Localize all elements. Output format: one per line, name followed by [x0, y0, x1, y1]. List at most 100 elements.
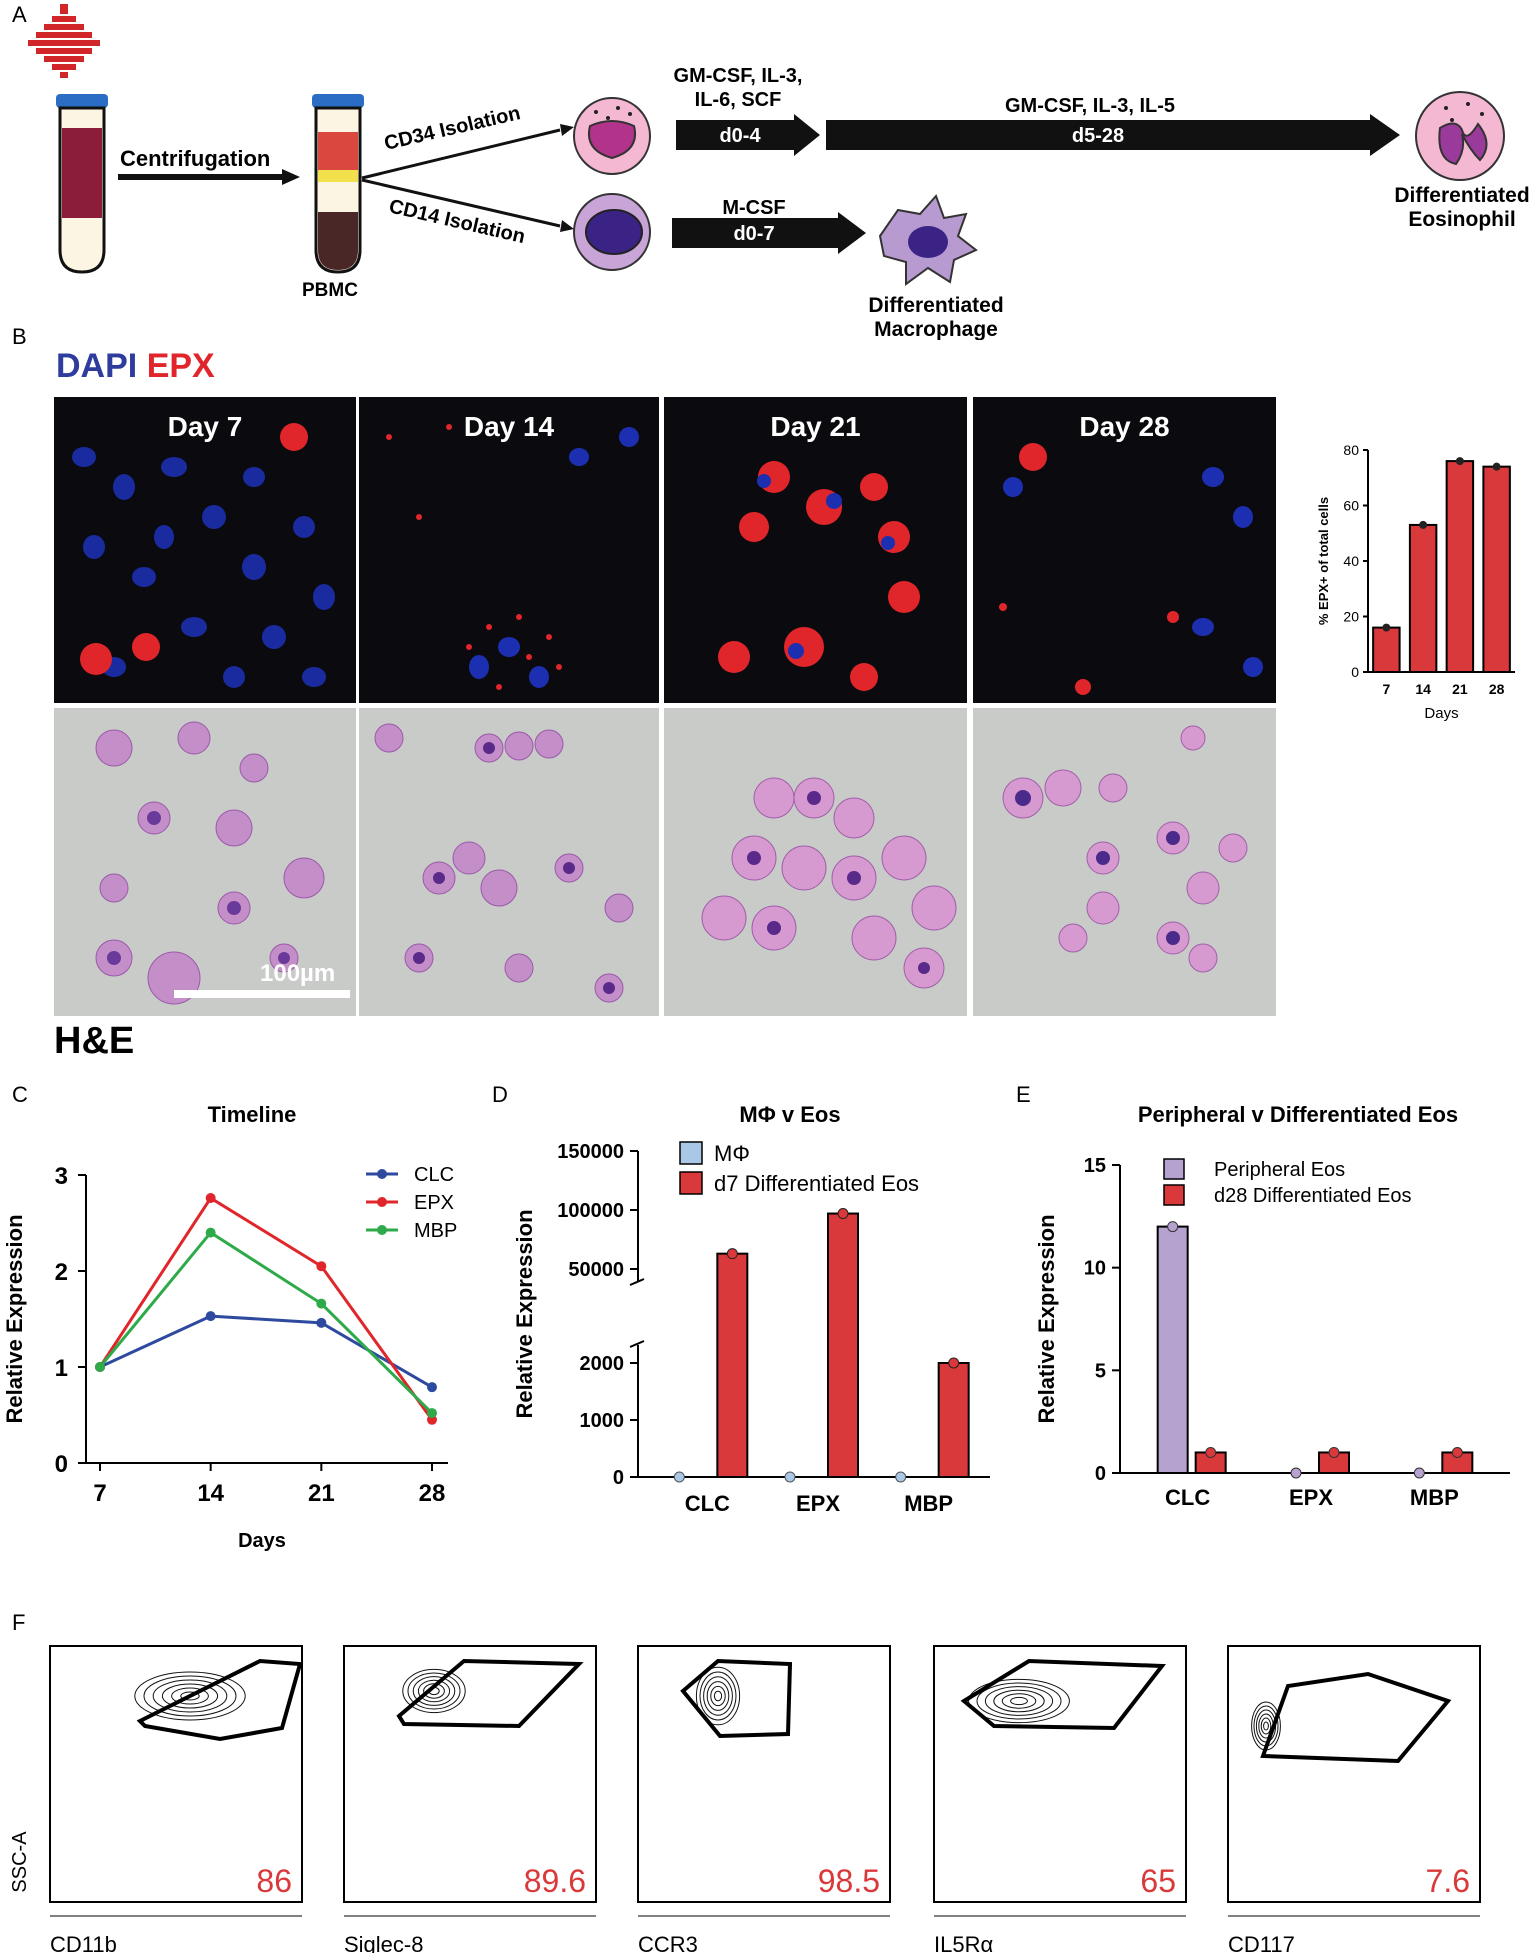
macrophage-point — [673, 1471, 685, 1483]
panel-label-a: A — [12, 2, 27, 27]
flow-plot-frame — [343, 1645, 597, 1903]
y-axis-label: % EPX+ of total cells — [1316, 497, 1331, 625]
epx-label: EPX — [146, 347, 215, 385]
data-point — [1167, 1221, 1179, 1233]
eos-cytokines-1b: IL-6, SCF — [695, 89, 782, 111]
day-label: Day 21 — [770, 411, 861, 442]
contour-line — [407, 1672, 461, 1710]
axis-break-mark — [629, 1278, 645, 1286]
y-tick-label: 15 — [1084, 1155, 1106, 1177]
y-tick-label: 150000 — [557, 1141, 624, 1163]
data-point — [1419, 520, 1428, 529]
x-axis-label: Days — [238, 1530, 286, 1552]
eos-days-2: d5-28 — [1072, 125, 1124, 147]
x-tick-label: EPX — [1289, 1485, 1333, 1510]
series-line — [98, 1230, 434, 1415]
x-tick-label: 28 — [419, 1480, 446, 1507]
y-tick-label: 1000 — [580, 1410, 625, 1432]
stain-legend: DAPI EPX — [56, 347, 215, 386]
y-tick-label: 1 — [55, 1355, 68, 1382]
contour-line — [1263, 1721, 1269, 1731]
gate-percent: 65 — [1140, 1863, 1176, 1899]
x-tick-label: 7 — [93, 1480, 106, 1507]
y-axis-label: Relative Expression — [512, 1209, 537, 1418]
chart-title: Timeline — [208, 1102, 297, 1127]
y-tick-label: 60 — [1343, 498, 1359, 514]
day-label: Day 14 — [463, 411, 555, 442]
scale-bar — [174, 990, 350, 998]
contour-line — [695, 1666, 741, 1726]
y-tick-label: 10 — [1084, 1258, 1106, 1280]
bar — [1372, 626, 1401, 674]
x-axis-label: Days — [1424, 705, 1458, 722]
contour-line — [984, 1686, 1054, 1716]
contour-line — [710, 1685, 726, 1707]
panel-label-f: F — [12, 1610, 26, 1635]
contour-line — [699, 1671, 737, 1721]
blood-tube-icon — [56, 94, 108, 274]
flow-plot-frame — [933, 1645, 1187, 1903]
progenitor-cell-icon — [573, 97, 651, 175]
contour-line — [976, 1682, 1062, 1720]
macrophage-icon — [878, 194, 978, 286]
panel-label-c: C — [12, 1082, 28, 1107]
gate-polygon — [136, 1658, 303, 1742]
he-day14 — [359, 708, 659, 1016]
marker-label: CD117 — [1228, 1932, 1295, 1953]
y-tick-label: 0 — [613, 1467, 624, 1489]
marker-label: CD11b — [50, 1932, 117, 1953]
x-tick-label: 28 — [1489, 681, 1505, 697]
data-point — [316, 1261, 327, 1272]
panel-label-b: B — [12, 324, 27, 349]
data-point — [726, 1248, 738, 1260]
contour-line — [180, 1691, 200, 1701]
gate-percent: 86 — [256, 1863, 292, 1899]
macrophage-vs-eos-chart: MΦ v Eos 0 1000 2000 50000 100000 150000 CLC EPX… — [512, 1102, 990, 1516]
legend-label: Peripheral Eos — [1214, 1159, 1345, 1181]
contour-line — [703, 1676, 733, 1716]
legend-label: MBP — [414, 1220, 457, 1242]
y-tick-label: 80 — [1343, 442, 1359, 458]
bar — [1156, 1225, 1189, 1474]
chart-title: MΦ v Eos — [739, 1102, 840, 1127]
contour-line — [1260, 1717, 1272, 1735]
mac-stage-arrow — [672, 218, 838, 248]
peripheral-vs-diff-chart: Peripheral v Differentiated Eos 0 5 10 15 CLC… — [1034, 1102, 1510, 1510]
dapi-label: DAPI — [56, 347, 138, 385]
legend-swatch — [679, 1141, 703, 1165]
contour-line — [402, 1668, 466, 1714]
pbmc-tube-icon — [312, 94, 364, 274]
legend-swatch — [679, 1171, 703, 1195]
bar — [1482, 465, 1511, 674]
y-tick-label: 0 — [1351, 664, 1359, 680]
series-line — [99, 1314, 433, 1389]
blood-donor-icon — [28, 4, 100, 78]
flow-plot-frame — [637, 1645, 891, 1903]
fluorescence-day14: Day 14 — [359, 397, 659, 703]
legend-label: EPX — [414, 1192, 454, 1214]
marker-label: Siglec-8 — [344, 1932, 423, 1953]
fluorescence-day21: Day 21 — [664, 397, 967, 703]
data-point — [1492, 462, 1501, 471]
x-tick-label: 7 — [1382, 681, 1390, 697]
x-tick-label: EPX — [796, 1491, 840, 1516]
y-tick-label: 2 — [55, 1259, 68, 1286]
data-point — [837, 1208, 849, 1220]
gate-polygon — [960, 1658, 1166, 1731]
x-tick-label: MBP — [904, 1491, 953, 1516]
data-point — [948, 1357, 960, 1369]
data-point — [1290, 1467, 1302, 1479]
contour-line — [134, 1671, 246, 1721]
flow-cytometry-panel: SSC-A 86 CD11b 89.6 Siglec-8 98.5 CCR3 65 IL5Rα 7… — [9, 1645, 1481, 1953]
gate-polygon — [396, 1658, 584, 1729]
data-point — [316, 1317, 327, 1328]
chart-title: Peripheral v Differentiated Eos — [1138, 1102, 1458, 1127]
x-tick-label: 14 — [1415, 681, 1431, 697]
x-tick-label: MBP — [1410, 1485, 1459, 1510]
diff-eos-label-1: Differentiated — [1394, 184, 1529, 207]
y-tick-label: 50000 — [568, 1259, 624, 1281]
fluorescence-day28: Day 28 — [973, 397, 1276, 703]
fluorescence-day7: Day 7 — [54, 397, 356, 703]
data-point — [1455, 457, 1464, 466]
bar — [1445, 460, 1475, 673]
